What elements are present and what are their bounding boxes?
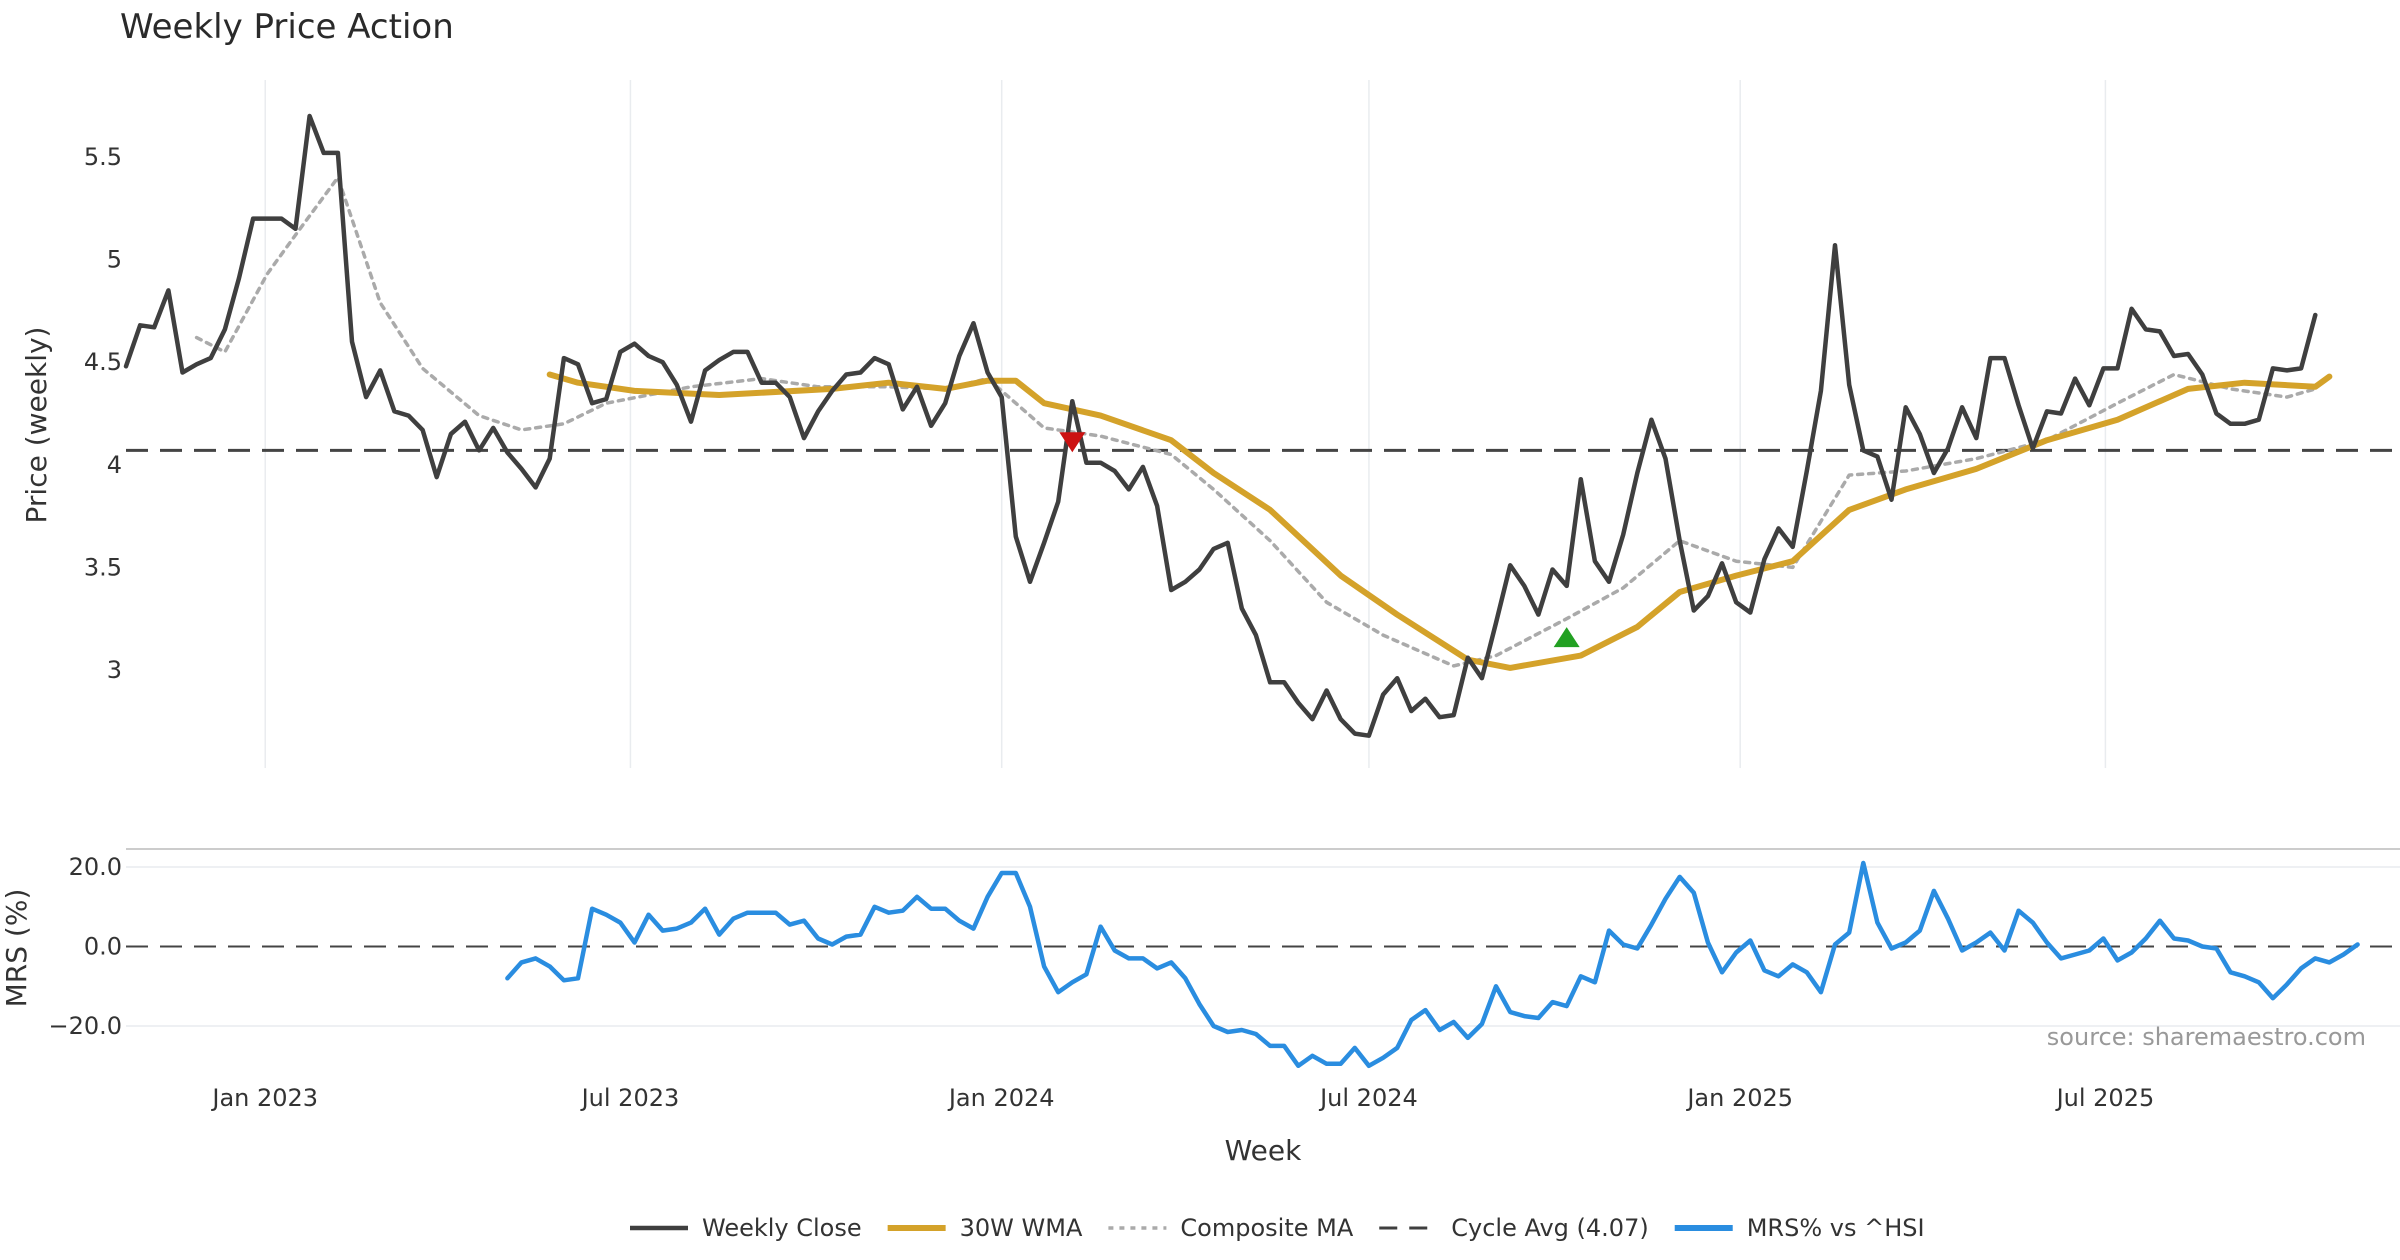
legend-label: Weekly Close [702,1214,862,1242]
price-y-tick-label: 3 [107,656,122,684]
price-y-tick-label: 4.5 [84,348,122,376]
price-series-group [123,113,2333,738]
sell-signal-marker [1059,432,1086,453]
x-tick-label: Jul 2023 [580,1084,680,1112]
x-tick-label: Jul 2025 [2055,1084,2155,1112]
x-tick-label: Jul 2024 [1318,1084,1418,1112]
signal-markers [1059,432,1580,648]
legend-label: 30W WMA [960,1214,1083,1242]
x-tick-label: Jan 2024 [947,1084,1055,1112]
mrs-y-tick-label: −20.0 [48,1012,122,1040]
legend-label: Composite MA [1180,1214,1353,1242]
legend-item: MRS% vs ^HSI [1674,1214,1925,1242]
price-panel: 3 3.5 4 4.5 5 5.5 Price (weekly) [20,80,2400,768]
buy-signal-marker [1553,627,1580,648]
series-line-composite-ma [194,175,2318,668]
price-y-tick-label: 4 [107,451,122,479]
mrs-gridlines [126,866,2400,1027]
price-y-axis-label: Price (weekly) [20,327,53,524]
legend-item: 30W WMA [887,1214,1083,1242]
price-y-axis-ticks: 3 3.5 4 4.5 5 5.5 [84,143,122,684]
legend-item: Composite MA [1108,1214,1354,1242]
mrs-panel: 20.0 0.0 −20.0 MRS (%) source: sharemaestr… [0,848,2400,1069]
price-gridlines [264,80,2107,768]
x-tick-label: Jan 2023 [210,1084,318,1112]
price-y-tick-label: 3.5 [84,553,122,581]
x-axis-ticks: Jan 2023 Jul 2023 Jan 2024 Jul 2024 Jan 2025… [210,1084,2154,1112]
mrs-y-tick-label: 20.0 [69,853,122,881]
legend: Weekly Close 30W WMA Composite MA Cycle Avg… [630,1214,1925,1242]
mrs-y-axis-ticks: 20.0 0.0 −20.0 [48,853,122,1040]
x-tick-label: Jan 2025 [1685,1084,1793,1112]
mrs-y-axis-label: MRS (%) [0,889,33,1008]
legend-item: Cycle Avg (4.07) [1379,1214,1649,1242]
source-label: source: sharemaestro.com [2047,1023,2366,1051]
series-line-weekly-close [123,113,2318,738]
x-axis-label: Week [1225,1134,1302,1167]
legend-label: MRS% vs ^HSI [1747,1214,1925,1242]
chart-title: Weekly Price Action [120,7,454,47]
price-y-tick-label: 5.5 [84,143,122,171]
legend-item: Weekly Close [630,1214,862,1242]
mrs-y-tick-label: 0.0 [84,933,122,961]
legend-label: Cycle Avg (4.07) [1451,1214,1648,1242]
series-line-mrs [505,860,2360,1069]
price-y-tick-label: 5 [107,246,122,274]
mrs-series-group [505,860,2360,1069]
